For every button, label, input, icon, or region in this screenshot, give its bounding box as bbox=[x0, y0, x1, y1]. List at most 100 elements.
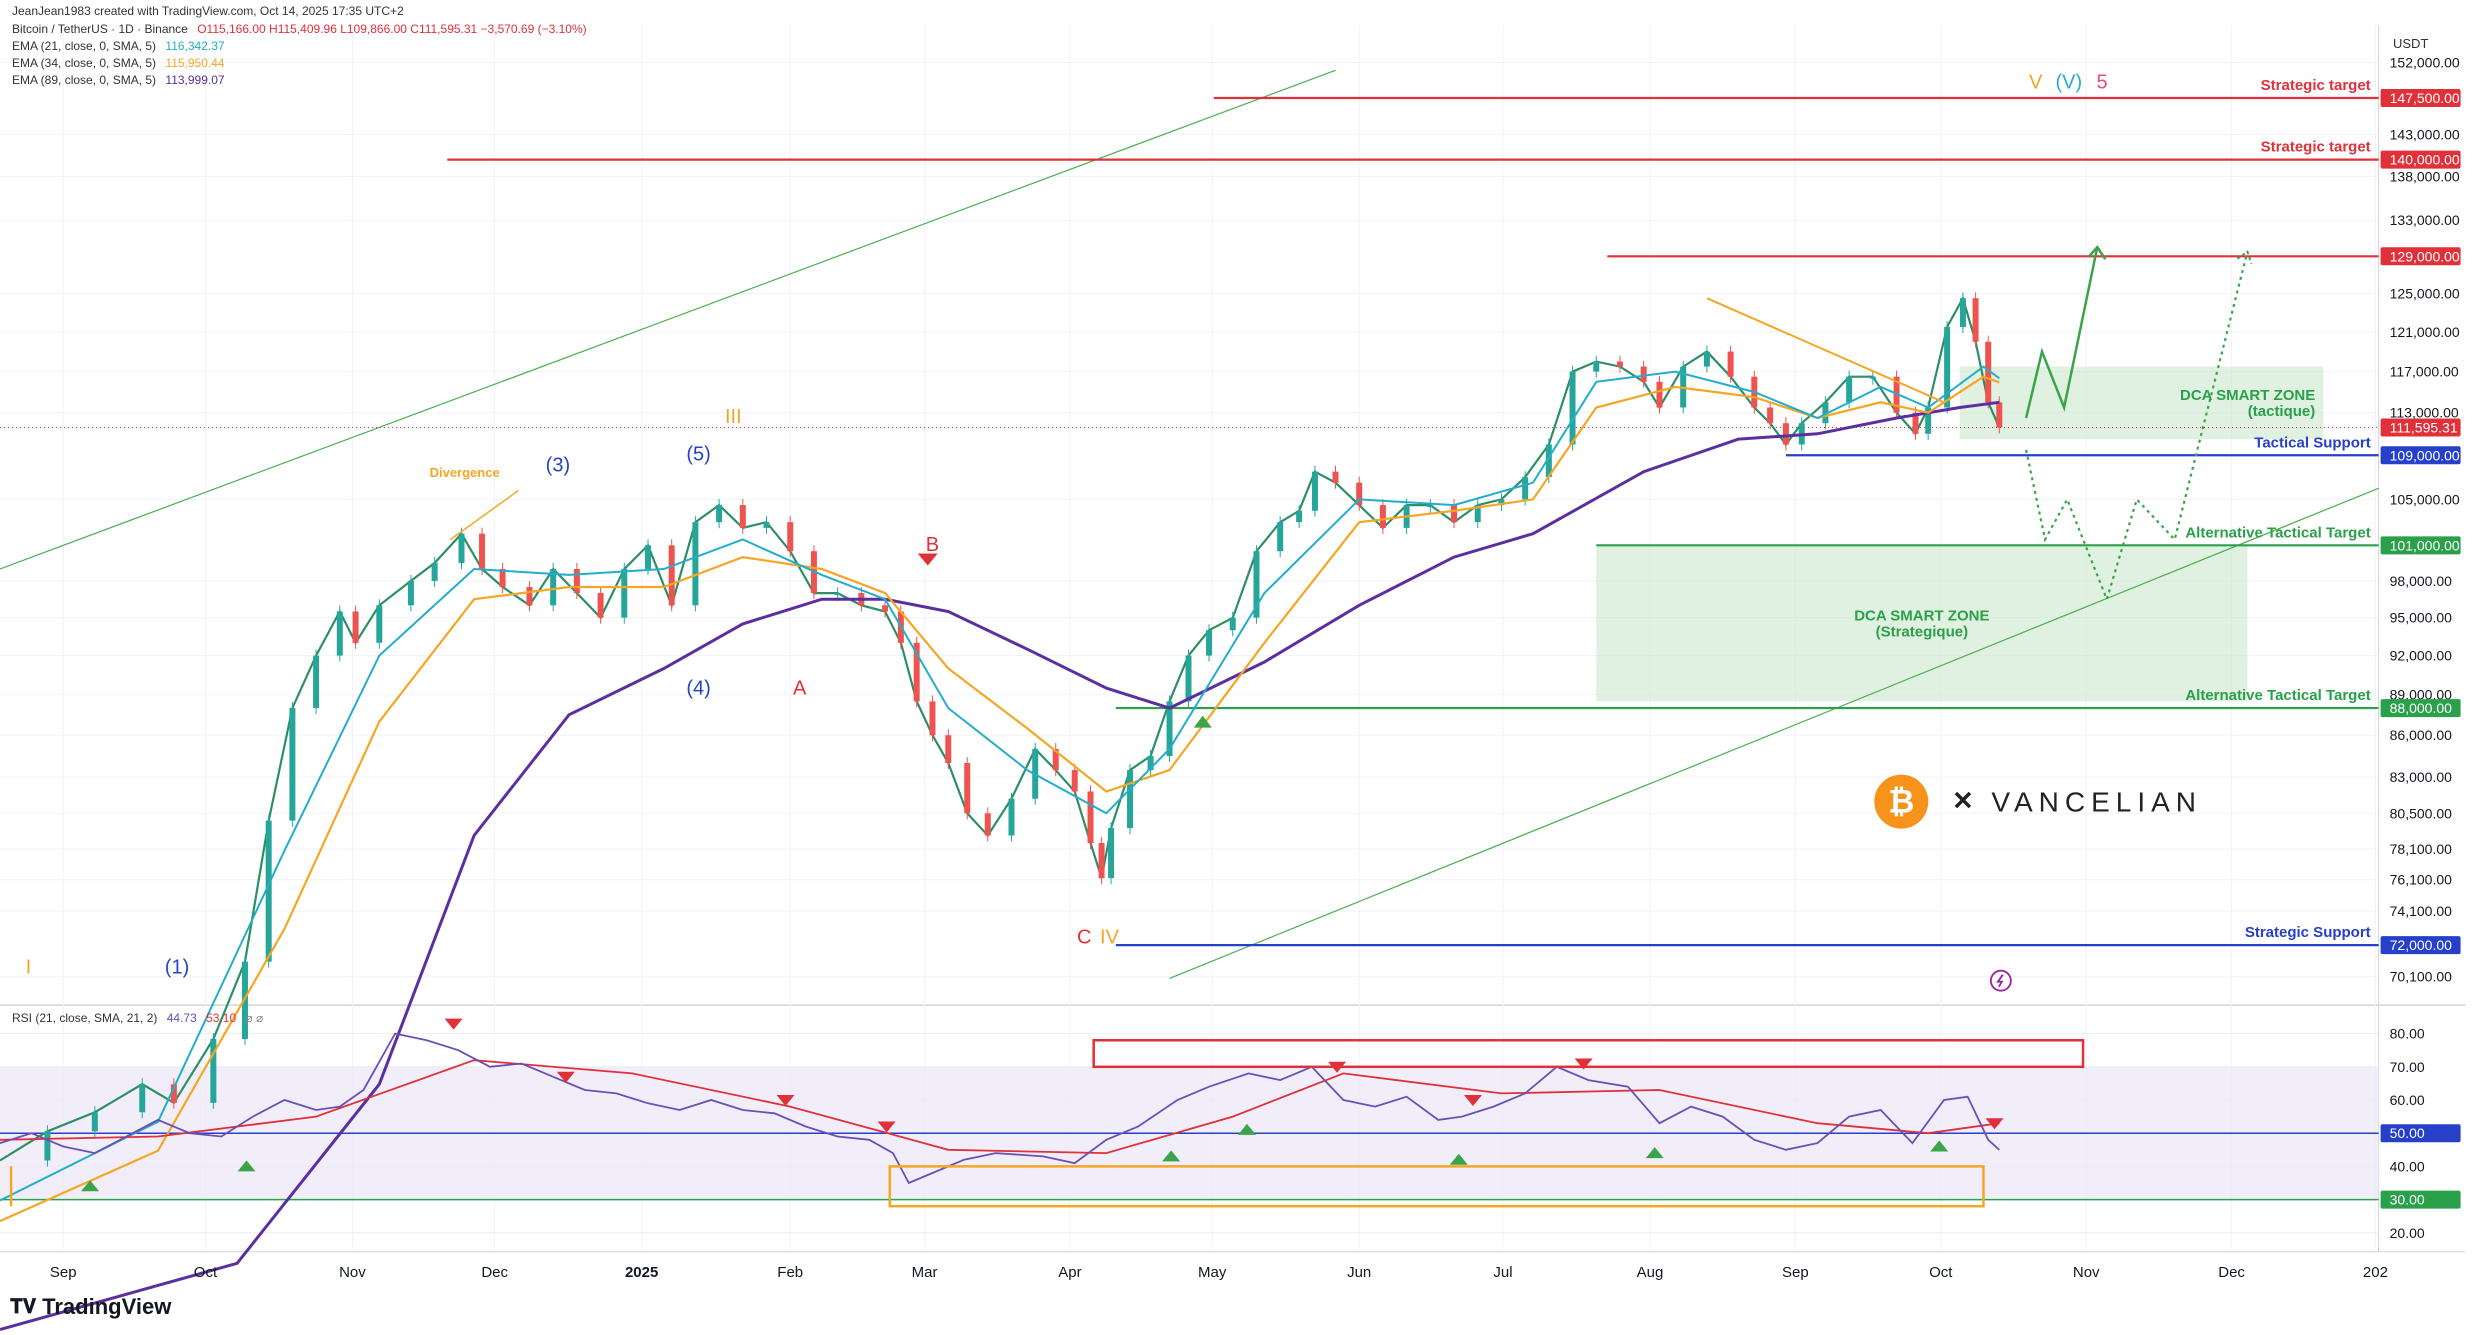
currency-label[interactable]: USDT bbox=[2393, 36, 2429, 51]
y-tick-label: 70,100.00 bbox=[2390, 969, 2452, 985]
legend-symbol: Bitcoin / TetherUS · 1D · Binance bbox=[12, 22, 188, 36]
legend-row-ema89[interactable]: EMA (89, close, 0, SMA, 5) 113,999.07 bbox=[12, 73, 225, 87]
wave-label: (V) bbox=[2055, 71, 2082, 93]
candle-body bbox=[1229, 617, 1236, 631]
rsi-buy-marker bbox=[237, 1160, 256, 1172]
y-tick-label: 86,000.00 bbox=[2390, 727, 2452, 743]
legend-rsi-value: 44.73 bbox=[166, 1011, 197, 1025]
rsi-tick-label: 40.00 bbox=[2390, 1158, 2425, 1174]
channel-lower-line bbox=[1169, 487, 2379, 979]
candle-body bbox=[692, 522, 699, 606]
candle-body bbox=[91, 1112, 98, 1132]
rsi-sell-marker bbox=[776, 1095, 795, 1106]
candle-body bbox=[407, 580, 414, 606]
candle-body bbox=[265, 820, 272, 962]
candle-body bbox=[716, 505, 723, 523]
vancelian-logo: ₿ ✕ VANCELIAN bbox=[1874, 774, 2196, 829]
y-tick-label: 105,000.00 bbox=[2390, 491, 2460, 507]
wave-label: V bbox=[2029, 71, 2043, 93]
rsi-buy-marker bbox=[1645, 1147, 1664, 1159]
y-tick-label: 143,000.00 bbox=[2390, 127, 2460, 143]
y-tick-label: 74,100.00 bbox=[2390, 903, 2452, 919]
y-tick-label: 95,000.00 bbox=[2390, 610, 2452, 626]
time-axis[interactable]: Sep Oct Nov Dec 2025 Feb Mar Apr May Jun Jul Aug Sep… bbox=[50, 1264, 2388, 1281]
grid bbox=[0, 25, 2466, 1253]
candle-body bbox=[739, 505, 746, 528]
legend-row-symbol[interactable]: Bitcoin / TetherUS · 1D · Binance O115,1… bbox=[12, 22, 587, 36]
legend-row-ema21[interactable]: EMA (21, close, 0, SMA, 5) 116,342.37 bbox=[12, 39, 225, 53]
x-tick-label: Oct bbox=[1929, 1264, 1953, 1281]
legend-row-rsi[interactable]: RSI (21, close, SMA, 21, 2) 44.73 53.10 … bbox=[12, 1011, 263, 1025]
chart-lines: Strategic target Strategic target Tactical… bbox=[0, 69, 2379, 1331]
rsi-line bbox=[0, 1032, 2000, 1185]
wave-label: I bbox=[26, 956, 32, 978]
x-tick-label: Sep bbox=[1782, 1264, 1809, 1281]
rsi-buy-marker bbox=[1930, 1140, 1949, 1152]
level-name-label: Tactical Support bbox=[2254, 434, 2370, 451]
candle-body bbox=[834, 593, 841, 596]
bitcoin-symbol: ₿ bbox=[1888, 784, 1914, 820]
x-tick-label: Oct bbox=[194, 1264, 218, 1281]
candle-body bbox=[1108, 828, 1115, 879]
y-tick-label: 133,000.00 bbox=[2390, 212, 2460, 228]
candle-body bbox=[1379, 505, 1386, 528]
y-tick-label: 76,100.00 bbox=[2390, 872, 2452, 888]
candle-body bbox=[44, 1131, 51, 1161]
dca-zone-title: DCA SMART ZONE bbox=[1854, 607, 1989, 624]
candle-body bbox=[170, 1084, 177, 1103]
candle-body bbox=[1925, 407, 1932, 434]
y-tick-label: 92,000.00 bbox=[2390, 648, 2452, 664]
tradingview-brand-text: TradingView bbox=[42, 1294, 172, 1319]
legend-rsi-label: RSI (21, close, SMA, 21, 2) bbox=[12, 1011, 158, 1025]
candle-body bbox=[1959, 298, 1966, 328]
candle-body bbox=[1127, 770, 1134, 829]
wave-label: 5 bbox=[2096, 71, 2107, 93]
candle-body bbox=[1356, 482, 1363, 506]
x-tick-label: Sep bbox=[50, 1264, 77, 1281]
wave-label: (3) bbox=[546, 455, 570, 477]
candle-body bbox=[1052, 749, 1059, 771]
y-tick-label: 98,000.00 bbox=[2390, 573, 2452, 589]
legend-rsi-ma-value: 53.10 bbox=[206, 1011, 237, 1025]
candle-body bbox=[210, 1038, 217, 1103]
candle-body bbox=[1869, 376, 1876, 379]
rsi-level-label: 50.00 bbox=[2390, 1125, 2425, 1141]
rsi-tick-label: 80.00 bbox=[2390, 1026, 2425, 1042]
legend-row-ema34[interactable]: EMA (34, close, 0, SMA, 5) 115,950.44 bbox=[12, 56, 225, 70]
candle-body bbox=[964, 763, 971, 814]
orange-trendline bbox=[1706, 297, 1945, 404]
tradingview-brand[interactable]: 𝐓𝐕 TradingView bbox=[10, 1294, 171, 1320]
level-price-label: 129,000.00 bbox=[2390, 248, 2460, 264]
legend-ema89-label: EMA (89, close, 0, SMA, 5) bbox=[12, 73, 157, 87]
level-name-label: Alternative Tactical Target bbox=[2185, 524, 2370, 541]
candle-body bbox=[1147, 756, 1154, 771]
candle-body bbox=[336, 611, 343, 656]
legend-ema89-value: 113,999.07 bbox=[165, 73, 225, 87]
candle-body bbox=[1296, 510, 1303, 523]
candle-body bbox=[1311, 471, 1318, 511]
candle-body bbox=[882, 605, 889, 612]
dca-zone-sub: (tactique) bbox=[2248, 403, 2316, 420]
wave-label: B bbox=[926, 534, 939, 556]
rsi-sell-marker bbox=[1574, 1058, 1593, 1070]
dca-zone-sub: (Strategique) bbox=[1876, 623, 1969, 640]
attribution: JeanJean1983 created with TradingView.co… bbox=[12, 4, 404, 18]
legend-settings-icon[interactable]: ⌀ ⌀ bbox=[245, 1011, 264, 1025]
candle-body bbox=[1640, 366, 1647, 382]
dca-zone-title: DCA SMART ZONE bbox=[2180, 387, 2315, 404]
annotations: Divergence I (1) (3) (4) (5) III A B C IV V (V) 5 bbox=[9, 71, 2108, 1208]
y-tick-label: 138,000.00 bbox=[2390, 169, 2460, 185]
candle-body bbox=[526, 586, 533, 606]
candle-body bbox=[1427, 505, 1434, 508]
candle-body bbox=[573, 568, 580, 594]
wave-label: IV bbox=[1100, 926, 1120, 948]
level-tag bbox=[2380, 446, 2461, 465]
level-tag bbox=[2380, 247, 2461, 266]
rsi-sell-marker bbox=[1985, 1118, 2004, 1130]
y-tick-label: 83,000.00 bbox=[2390, 769, 2452, 785]
price-axis[interactable]: 152,000.00 143,000.00 138,000.00 133,000.00… bbox=[2380, 54, 2461, 1241]
current-price-label: 111,595.31 bbox=[2390, 419, 2458, 435]
vancelian-mark-icon: ✕ bbox=[1952, 786, 1974, 816]
dca-zone bbox=[1596, 545, 2248, 702]
